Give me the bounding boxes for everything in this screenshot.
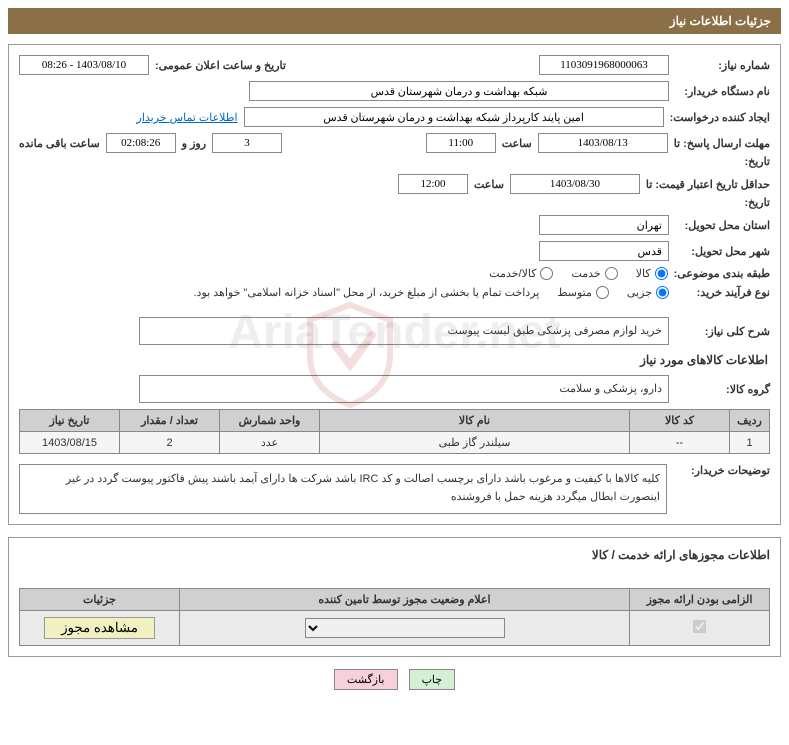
radio-medium-label: متوسط bbox=[557, 286, 592, 299]
th-name: نام کالا bbox=[320, 410, 630, 432]
permits-header: اطلاعات مجوزهای ارائه خدمت / کالا bbox=[19, 548, 770, 562]
process-radio-group: جزیی متوسط bbox=[557, 286, 669, 299]
cell-name: سیلندر گاز طبی bbox=[320, 432, 630, 454]
radio-service[interactable] bbox=[605, 267, 618, 280]
purchase-note: پرداخت تمام یا بخشی از مبلغ خرید، از محل… bbox=[194, 286, 540, 299]
label-price-validity: حداقل تاریخ اعتبار قیمت: تا bbox=[646, 178, 770, 191]
label-goods-group: گروه کالا: bbox=[675, 383, 770, 396]
radio-goods[interactable] bbox=[655, 267, 668, 280]
buyer-contact-link[interactable]: اطلاعات تماس خریدار bbox=[137, 111, 238, 124]
label-city: شهر محل تحویل: bbox=[675, 245, 770, 258]
row-date-sub-1: تاریخ: bbox=[19, 155, 770, 168]
requester-field bbox=[244, 107, 664, 127]
goods-info-title: اطلاعات کالاهای مورد نیاز bbox=[21, 353, 768, 367]
th-qty: تعداد / مقدار bbox=[120, 410, 220, 432]
main-panel: AriaTender.net شماره نیاز: تاریخ و ساعت … bbox=[8, 44, 781, 525]
radio-medium[interactable] bbox=[596, 286, 609, 299]
remaining-time-field bbox=[106, 133, 176, 153]
label-remaining: ساعت باقی مانده bbox=[19, 137, 100, 150]
validity-time-field bbox=[398, 174, 468, 194]
response-time-field bbox=[426, 133, 496, 153]
row-response-deadline: مهلت ارسال پاسخ: تا ساعت روز و ساعت باقی… bbox=[19, 133, 770, 153]
radio-both[interactable] bbox=[540, 267, 553, 280]
label-time-1: ساعت bbox=[502, 137, 532, 150]
permits-panel: اطلاعات مجوزهای ارائه خدمت / کالا الزامی… bbox=[8, 537, 781, 657]
radio-service-label: خدمت bbox=[571, 267, 600, 280]
cell-unit: عدد bbox=[220, 432, 320, 454]
category-radio-group: کالا خدمت کالا/خدمت bbox=[489, 267, 667, 280]
table-row: 1 -- سیلندر گاز طبی عدد 2 1403/08/15 bbox=[20, 432, 770, 454]
label-province: استان محل تحویل: bbox=[675, 219, 770, 232]
th-unit: واحد شمارش bbox=[220, 410, 320, 432]
label-date-2: تاریخ: bbox=[675, 196, 770, 209]
th-status: اعلام وضعیت مجوز توسط تامین کننده bbox=[180, 589, 630, 611]
label-response-deadline: مهلت ارسال پاسخ: تا bbox=[674, 137, 770, 150]
city-field bbox=[539, 241, 669, 261]
radio-partial-label: جزیی bbox=[627, 286, 652, 299]
page-title: جزئیات اطلاعات نیاز bbox=[670, 14, 771, 28]
button-row: چاپ بازگشت bbox=[8, 669, 781, 690]
cell-code: -- bbox=[630, 432, 730, 454]
permit-row: مشاهده مجوز bbox=[20, 611, 770, 646]
label-time-2: ساعت bbox=[474, 178, 504, 191]
buyer-org-field bbox=[249, 81, 669, 101]
response-date-field bbox=[538, 133, 668, 153]
row-price-validity: حداقل تاریخ اعتبار قیمت: تا ساعت bbox=[19, 174, 770, 194]
permit-table: الزامی بودن ارائه مجوز اعلام وضعیت مجوز … bbox=[19, 588, 770, 646]
general-desc-box: خرید لوازم مصرفی پزشکی طبق لیست پیوست bbox=[139, 317, 669, 345]
cell-required bbox=[630, 611, 770, 646]
validity-date-field bbox=[510, 174, 640, 194]
row-process: نوع فرآیند خرید: جزیی متوسط پرداخت تمام … bbox=[19, 286, 770, 299]
goods-table: ردیف کد کالا نام کالا واحد شمارش تعداد /… bbox=[19, 409, 770, 454]
row-general-desc: شرح کلی نیاز: خرید لوازم مصرفی پزشکی طبق… bbox=[19, 317, 770, 345]
row-city: شهر محل تحویل: bbox=[19, 241, 770, 261]
radio-both-label: کالا/خدمت bbox=[489, 267, 536, 280]
cell-qty: 2 bbox=[120, 432, 220, 454]
th-required: الزامی بودن ارائه مجوز bbox=[630, 589, 770, 611]
label-announce: تاریخ و ساعت اعلان عمومی: bbox=[155, 59, 286, 72]
row-goods-group: گروه کالا: دارو، پزشکی و سلامت bbox=[19, 375, 770, 403]
radio-partial[interactable] bbox=[656, 286, 669, 299]
cell-row: 1 bbox=[730, 432, 770, 454]
radio-goods-label: کالا bbox=[636, 267, 651, 280]
label-general-desc: شرح کلی نیاز: bbox=[675, 325, 770, 338]
need-number-field bbox=[539, 55, 669, 75]
th-details: جزئیات bbox=[20, 589, 180, 611]
cell-details: مشاهده مجوز bbox=[20, 611, 180, 646]
province-field bbox=[539, 215, 669, 235]
row-province: استان محل تحویل: bbox=[19, 215, 770, 235]
label-need-number: شماره نیاز: bbox=[675, 59, 770, 72]
label-category: طبقه بندی موضوعی: bbox=[674, 267, 770, 280]
required-checkbox bbox=[693, 620, 706, 633]
th-date: تاریخ نیاز bbox=[20, 410, 120, 432]
row-buyer-org: نام دستگاه خریدار: bbox=[19, 81, 770, 101]
announce-datetime-field bbox=[19, 55, 149, 75]
label-requester: ایجاد کننده درخواست: bbox=[670, 111, 770, 124]
buyer-notes-box: کلیه کالاها با کیفیت و مرغوب باشد دارای … bbox=[19, 464, 667, 514]
buyer-note-row: توضیحات خریدار: کلیه کالاها با کیفیت و م… bbox=[19, 464, 770, 514]
remaining-days-field bbox=[212, 133, 282, 153]
th-row: ردیف bbox=[730, 410, 770, 432]
row-date-sub-2: تاریخ: bbox=[19, 196, 770, 209]
label-process: نوع فرآیند خرید: bbox=[675, 286, 770, 299]
cell-status bbox=[180, 611, 630, 646]
row-need-number: شماره نیاز: تاریخ و ساعت اعلان عمومی: bbox=[19, 55, 770, 75]
label-buyer-notes: توضیحات خریدار: bbox=[675, 464, 770, 477]
row-requester: ایجاد کننده درخواست: اطلاعات تماس خریدار bbox=[19, 107, 770, 127]
label-date-1: تاریخ: bbox=[675, 155, 770, 168]
goods-group-box: دارو، پزشکی و سلامت bbox=[139, 375, 669, 403]
page-title-bar: جزئیات اطلاعات نیاز bbox=[8, 8, 781, 34]
print-button[interactable]: چاپ bbox=[409, 669, 456, 690]
view-permit-button[interactable]: مشاهده مجوز bbox=[44, 617, 155, 639]
back-button[interactable]: بازگشت bbox=[334, 669, 398, 690]
th-code: کد کالا bbox=[630, 410, 730, 432]
cell-date: 1403/08/15 bbox=[20, 432, 120, 454]
row-category: طبقه بندی موضوعی: کالا خدمت کالا/خدمت bbox=[19, 267, 770, 280]
status-select[interactable] bbox=[305, 618, 505, 638]
label-buyer-org: نام دستگاه خریدار: bbox=[675, 85, 770, 98]
label-days-and: روز و bbox=[182, 137, 206, 150]
